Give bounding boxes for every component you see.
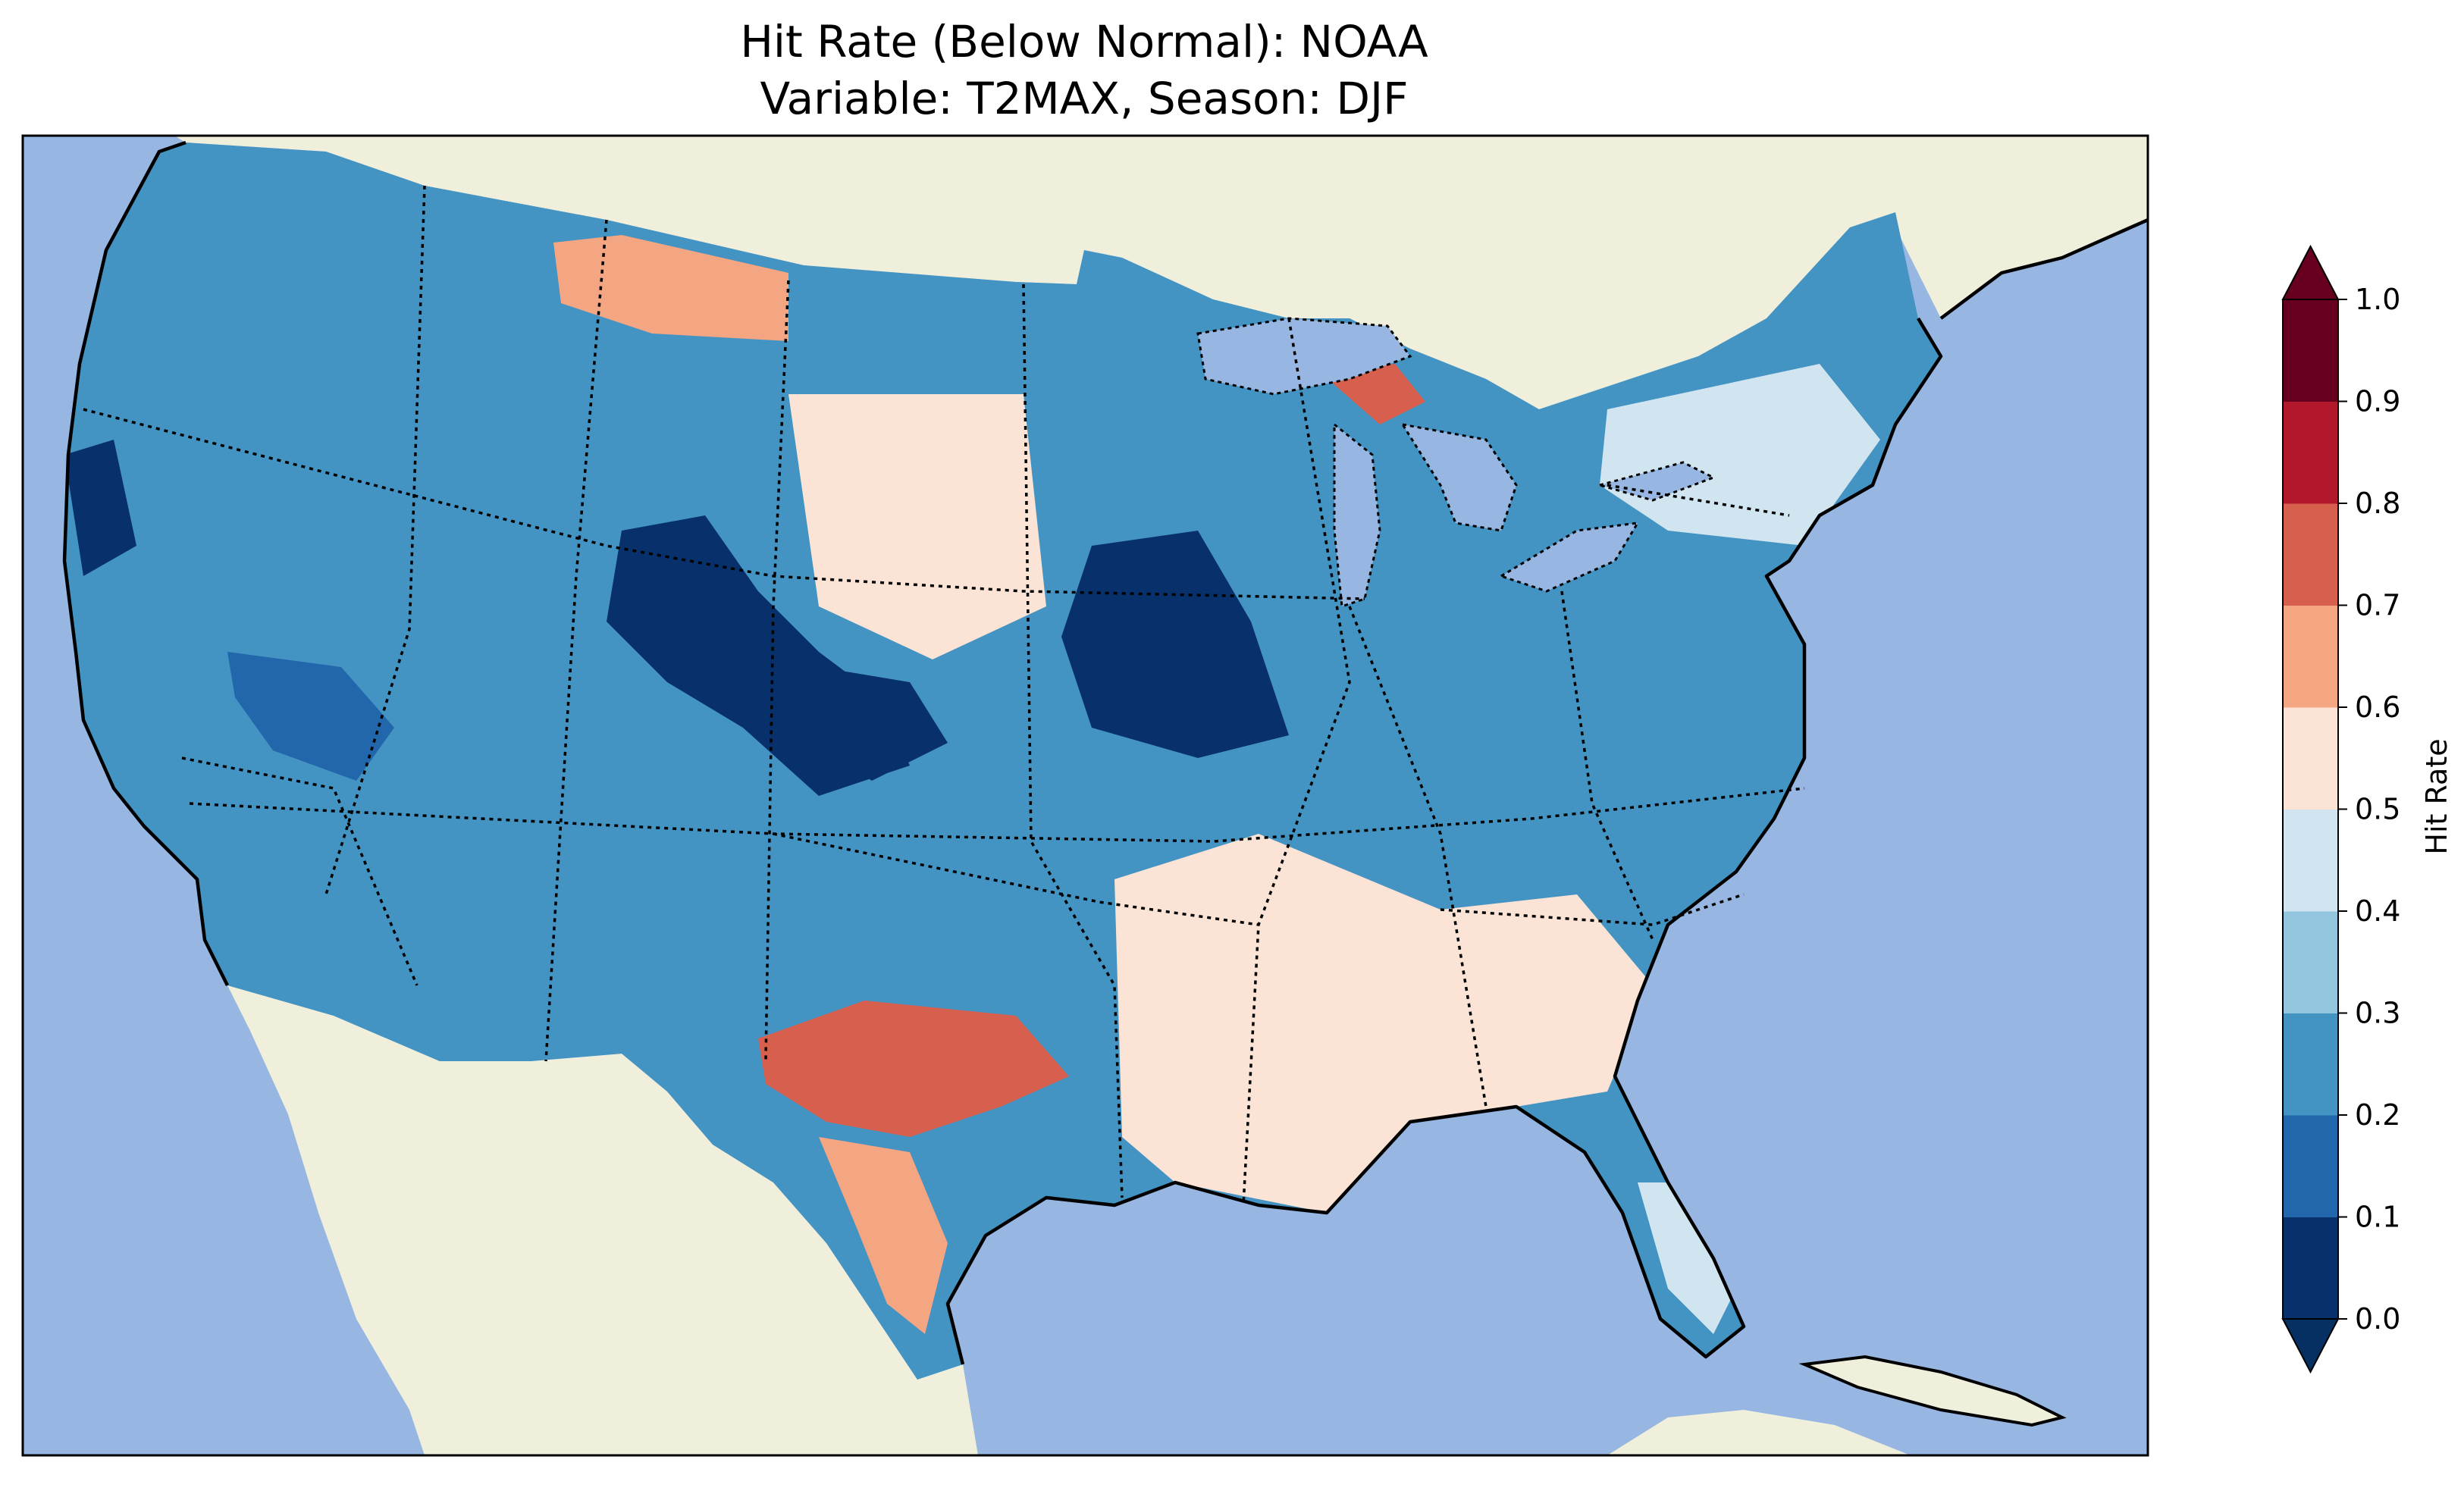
colorbar-tick-label-7: 0.7 (2355, 589, 2400, 622)
region-13 (1600, 364, 1880, 546)
colorbar-tick-label-3: 0.3 (2355, 997, 2400, 1030)
region-1 (64, 440, 136, 576)
mexico-land (205, 940, 978, 1455)
colorbar: 0.0 0.1 0.2 0.3 0.4 0.5 0.6 0.7 0.8 0.9 1.0 (2281, 244, 2400, 1374)
region-10 (1114, 834, 1653, 1213)
region-0 (76, 186, 607, 485)
colorbar-over-extend (2281, 244, 2340, 300)
colorbar-bin-4 (2283, 809, 2338, 912)
colorbar-tick-label-4: 0.4 (2355, 894, 2400, 928)
great-lakes (1196, 317, 1716, 609)
title-line-2: Variable: T2MAX, Season: DJF (760, 73, 1408, 124)
colorbar-tick-label-8: 0.8 (2355, 487, 2400, 520)
colorbar-tick-label-1: 0.1 (2355, 1201, 2400, 1234)
colorbar-label: Hit Rate (2420, 738, 2453, 854)
colorbar-tick-label-6: 0.6 (2355, 691, 2400, 724)
colorbar-bin-5 (2283, 707, 2338, 810)
region-4 (819, 667, 948, 781)
map-frame (21, 134, 2149, 1457)
colorbar-tick-label-2: 0.2 (2355, 1098, 2400, 1132)
colorbar-tick-label-9: 0.9 (2355, 385, 2400, 418)
region-9 (819, 1137, 948, 1334)
canada-land (174, 136, 2148, 409)
state-borders (83, 185, 1805, 1206)
colorbar-bin-8 (2283, 401, 2338, 504)
colorbar-bin-3 (2283, 911, 2338, 1013)
region-7 (553, 235, 788, 341)
colorbar-bin-0 (2283, 1217, 2338, 1320)
colorbar-tick-label-10: 1.0 (2355, 283, 2400, 316)
coastline (62, 140, 2148, 1365)
region-6 (788, 394, 1046, 659)
title-line-1: Hit Rate (Below Normal): NOAA (740, 16, 1428, 67)
cuba (1798, 1355, 2067, 1427)
region-11 (1350, 576, 1668, 834)
colorbar-bin-6 (2283, 605, 2338, 708)
colorbar-bin-2 (2283, 1013, 2338, 1116)
mexico-yucatan (1607, 1410, 1911, 1455)
region-5 (1061, 531, 1289, 758)
hit-rate-field (64, 186, 1880, 1334)
colorbar-bin-1 (2283, 1115, 2338, 1217)
region-2 (227, 652, 394, 781)
region-8 (758, 1001, 1069, 1137)
map-panel (23, 136, 2148, 1455)
colorbar-bin-9 (2283, 299, 2338, 402)
colorbar-under-extend (2281, 1318, 2340, 1374)
colorbar-bin-7 (2283, 503, 2338, 606)
colorbar-tick-label-0: 0.0 (2355, 1302, 2400, 1336)
colorbar-tick-label-5: 0.5 (2355, 793, 2400, 826)
